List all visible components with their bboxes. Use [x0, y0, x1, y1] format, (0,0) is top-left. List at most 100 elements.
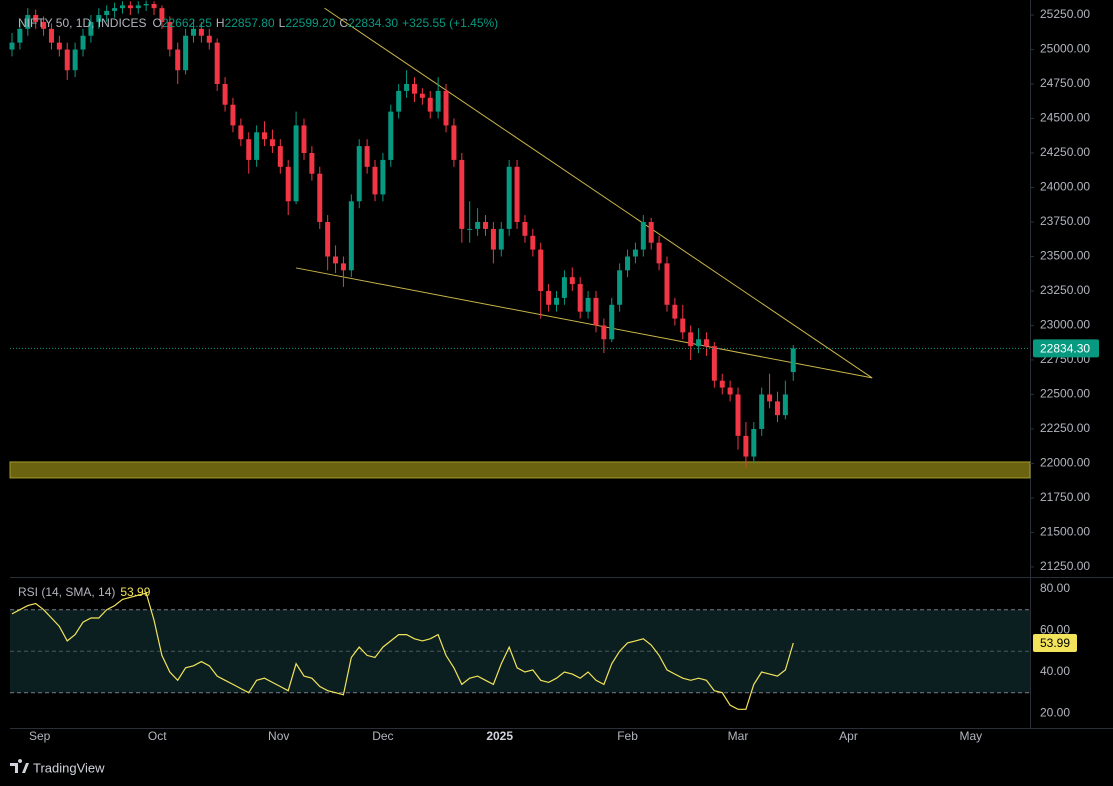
candle-body [396, 90, 402, 112]
candle-body [317, 173, 323, 222]
x-tick-label: Oct [148, 729, 167, 743]
rsi-legend: RSI (14, SMA, 14) 53.99 [18, 585, 151, 599]
candle-body [427, 97, 433, 112]
candle-body [254, 132, 260, 160]
candle-body [482, 221, 488, 229]
candle-body [96, 15, 102, 22]
close: 22834.30 [348, 16, 398, 30]
candle-body [285, 166, 291, 202]
candle-body [759, 394, 765, 429]
candle-body [490, 228, 496, 250]
y-tick-label: 23250.00 [1040, 283, 1090, 297]
candle-body [183, 35, 189, 71]
candle-body [230, 104, 236, 126]
candle-body [56, 42, 62, 50]
candle-body [380, 159, 386, 195]
candle-body [688, 332, 694, 347]
candle-body [198, 28, 204, 36]
candle-body [206, 35, 212, 43]
plot-layer: 21250.00 21500.00 21750.00 22000.00 22250.00… [9, 0, 1099, 743]
candle-body [104, 10, 110, 16]
candle-body [530, 235, 536, 250]
candle-body [388, 111, 394, 160]
y-tick-label: 24000.00 [1040, 180, 1090, 194]
candle-body [506, 166, 512, 229]
y-tick-label: 22000.00 [1040, 456, 1090, 470]
candle-body [167, 21, 173, 50]
candle-body [743, 435, 749, 457]
candle-body [561, 277, 567, 298]
candle-body [119, 5, 125, 9]
x-tick-label: Feb [617, 729, 638, 743]
candle-body [696, 339, 702, 347]
y-tick-label: 21250.00 [1040, 559, 1090, 573]
x-tick-label: Mar [728, 729, 749, 743]
candle-body [348, 201, 354, 271]
candle-body [9, 42, 15, 50]
brand-logo [10, 759, 29, 773]
candle-body [735, 394, 741, 436]
candle-body [514, 166, 520, 222]
candle-body [238, 125, 244, 140]
y-tick-label: 23000.00 [1040, 318, 1090, 332]
candle-body [48, 28, 54, 43]
x-tick-label: Dec [372, 729, 393, 743]
candle-body [333, 256, 339, 264]
support-zone [9, 461, 1031, 479]
candle-body [151, 4, 157, 9]
rsi-tick-label: 40.00 [1040, 664, 1070, 678]
high: 22857.80 [225, 16, 275, 30]
candle-body [214, 42, 220, 85]
candle-body [435, 90, 441, 112]
rsi-tick-label: 20.00 [1040, 706, 1070, 720]
candle-body [175, 49, 181, 71]
legend: NIFTY 50, 1D, INDICES O22662.25 H22857.80 L… [18, 16, 498, 30]
candle-body [467, 228, 473, 230]
candle-body [719, 380, 725, 388]
trendline [295, 267, 873, 379]
candle-body [301, 125, 307, 154]
candle-body [88, 21, 94, 36]
candle-body [411, 84, 417, 94]
rsi-tick-label: 60.00 [1040, 623, 1070, 637]
candle-body [72, 49, 78, 71]
candle-body [451, 125, 457, 160]
candle-body [443, 90, 449, 126]
candle-body [632, 249, 638, 257]
candle-body [356, 146, 362, 202]
candle-body [711, 346, 717, 381]
candle-body [419, 93, 425, 98]
candle-body [664, 263, 670, 305]
rsi-line [11, 592, 794, 710]
candle-body [774, 401, 780, 416]
candle-body [364, 146, 370, 167]
candle-body [246, 139, 252, 160]
candle-body [569, 277, 575, 285]
candle-body [546, 290, 552, 305]
y-tick-label: 24500.00 [1040, 111, 1090, 125]
y-tick-label: 22500.00 [1040, 387, 1090, 401]
o-label: O [152, 16, 161, 30]
candle-body [498, 228, 504, 250]
candle-body [191, 28, 197, 36]
candle-body [790, 348, 796, 373]
candle-body [475, 221, 481, 229]
candle-body [269, 139, 275, 147]
candle-body [112, 8, 118, 11]
rsi-value: 53.99 [120, 585, 150, 599]
candle-body [672, 304, 678, 319]
low: 22599.20 [285, 16, 335, 30]
rsi-tick-label: 80.00 [1040, 581, 1070, 595]
x-tick-label: 2025 [486, 729, 513, 743]
trendline [324, 7, 873, 379]
candle-body [143, 4, 149, 6]
candle-body [404, 84, 410, 91]
change: +325.55 (+1.45%) [402, 16, 498, 30]
candle-body [277, 146, 283, 167]
candle-body [625, 256, 631, 271]
candle-body [127, 5, 133, 9]
candle-body [703, 339, 709, 347]
candle-body [33, 15, 39, 22]
rsi-title: RSI (14, SMA, 14) [18, 585, 115, 599]
